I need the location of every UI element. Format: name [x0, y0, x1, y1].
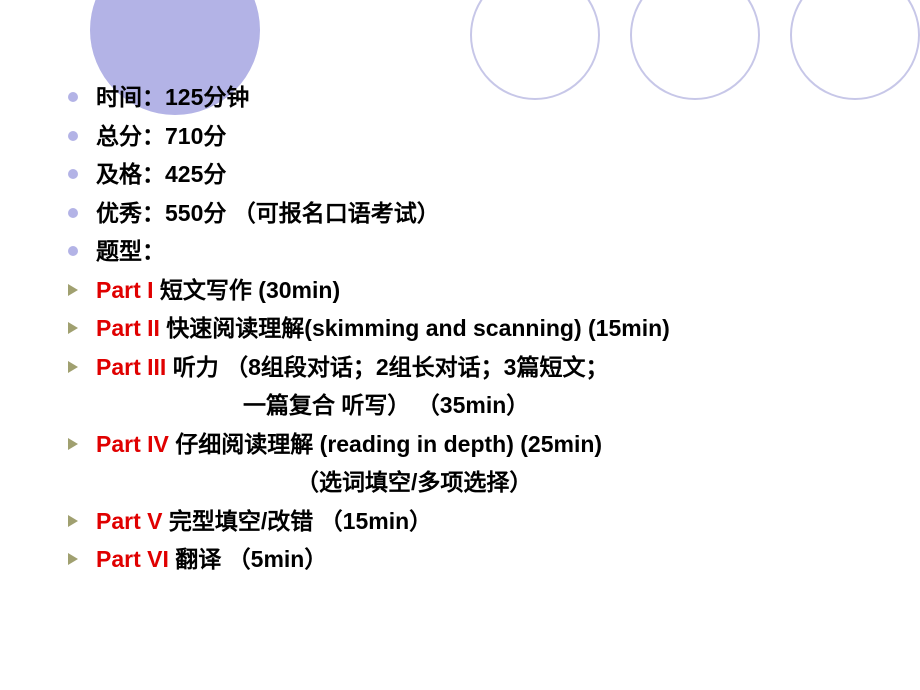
bullet-arrow-icon	[68, 322, 78, 334]
info-pass-row: 及格：425分	[68, 157, 898, 192]
bullet-arrow-icon	[68, 553, 78, 565]
bullet-arrow-icon	[68, 361, 78, 373]
part-4-desc: 仔细阅读理解 (reading in depth) (25min)	[169, 431, 602, 457]
slide-content: 时间：125分钟 总分：710分 及格：425分 优秀：550分 （可报名口语考…	[68, 80, 898, 581]
part-4-cont-row: （选词填空/多项选择）	[296, 465, 898, 500]
info-time-row: 时间：125分钟	[68, 80, 898, 115]
bullet-dot-icon	[68, 169, 78, 179]
bullet-dot-icon	[68, 131, 78, 141]
part-2-desc: 快速阅读理解(skimming and scanning) (15min)	[160, 315, 670, 341]
part-5-text: Part V 完型填空/改错 （15min）	[96, 504, 432, 539]
info-total-row: 总分：710分	[68, 119, 898, 154]
part-3-desc: 听力 （8组段对话；2组长对话；3篇短文；	[166, 354, 608, 380]
info-excellent: 优秀：550分 （可报名口语考试）	[96, 196, 440, 231]
info-time: 时间：125分钟	[96, 80, 249, 115]
info-excellent-row: 优秀：550分 （可报名口语考试）	[68, 196, 898, 231]
bullet-arrow-icon	[68, 284, 78, 296]
bullet-arrow-icon	[68, 515, 78, 527]
part-6-row: Part VI 翻译 （5min）	[68, 542, 898, 577]
part-4-text: Part IV 仔细阅读理解 (reading in depth) (25min…	[96, 427, 602, 462]
part-4-label: Part IV	[96, 431, 169, 457]
part-1-text: Part I 短文写作 (30min)	[96, 273, 340, 308]
part-5-label: Part V	[96, 508, 162, 534]
part-6-text: Part VI 翻译 （5min）	[96, 542, 327, 577]
part-1-desc: 短文写作 (30min)	[154, 277, 341, 303]
bullet-dot-icon	[68, 92, 78, 102]
part-1-label: Part I	[96, 277, 154, 303]
part-3-label: Part III	[96, 354, 166, 380]
part-6-label: Part VI	[96, 546, 169, 572]
part-2-label: Part II	[96, 315, 160, 341]
part-6-desc: 翻译 （5min）	[169, 546, 327, 572]
info-total: 总分：710分	[96, 119, 226, 154]
bullet-arrow-icon	[68, 438, 78, 450]
part-2-row: Part II 快速阅读理解(skimming and scanning) (1…	[68, 311, 898, 346]
part-1-row: Part I 短文写作 (30min)	[68, 273, 898, 308]
info-pass: 及格：425分	[96, 157, 226, 192]
bullet-dot-icon	[68, 246, 78, 256]
part-2-text: Part II 快速阅读理解(skimming and scanning) (1…	[96, 311, 670, 346]
info-qtype-row: 题型：	[68, 234, 898, 269]
part-3-cont: 一篇复合 听写） （35min）	[243, 388, 898, 423]
part-3-cont-row: 一篇复合 听写） （35min）	[243, 388, 898, 423]
part-5-desc: 完型填空/改错 （15min）	[162, 508, 432, 534]
part-3-text: Part III 听力 （8组段对话；2组长对话；3篇短文；	[96, 350, 608, 385]
bullet-dot-icon	[68, 208, 78, 218]
part-4-cont: （选词填空/多项选择）	[296, 465, 898, 500]
part-3-row: Part III 听力 （8组段对话；2组长对话；3篇短文；	[68, 350, 898, 385]
part-4-row: Part IV 仔细阅读理解 (reading in depth) (25min…	[68, 427, 898, 462]
part-5-row: Part V 完型填空/改错 （15min）	[68, 504, 898, 539]
info-qtype: 题型：	[96, 234, 165, 269]
